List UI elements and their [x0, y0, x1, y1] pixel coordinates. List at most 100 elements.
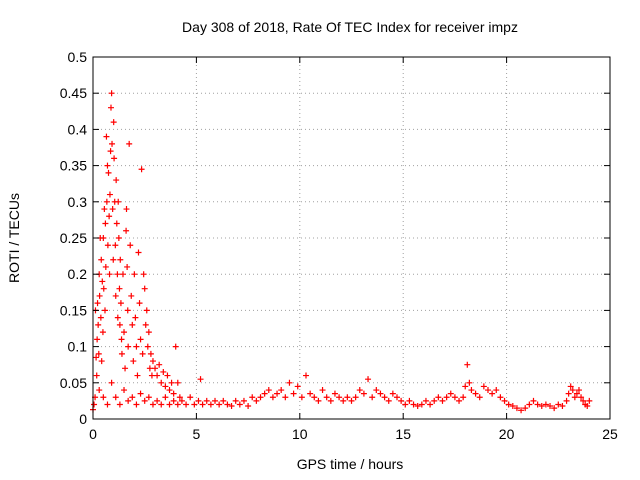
data-point	[443, 394, 450, 401]
data-point	[109, 206, 116, 213]
data-point	[100, 394, 107, 401]
data-point	[130, 358, 137, 365]
chart-title: Day 308 of 2018, Rate Of TEC Index for r…	[182, 19, 518, 35]
data-point	[274, 390, 281, 397]
data-point	[249, 394, 256, 401]
data-point	[115, 198, 122, 205]
data-point	[115, 235, 122, 241]
y-tick-label: 0.4	[68, 121, 88, 137]
data-point	[422, 397, 429, 404]
data-point	[114, 271, 121, 278]
data-point	[93, 372, 100, 379]
data-point	[460, 394, 467, 401]
data-point	[138, 166, 145, 173]
data-point	[542, 401, 549, 408]
data-point	[166, 401, 173, 408]
x-tick-label: 20	[499, 426, 515, 442]
data-point	[191, 401, 198, 408]
data-point	[129, 321, 136, 328]
data-point	[104, 242, 111, 249]
data-point	[94, 336, 101, 343]
data-point	[567, 383, 574, 390]
data-point	[118, 350, 125, 357]
data-point	[236, 401, 243, 408]
y-tick-label: 0.5	[68, 49, 88, 65]
data-point	[257, 394, 264, 401]
data-point	[101, 206, 108, 213]
data-point	[133, 401, 140, 408]
data-point	[95, 321, 102, 328]
data-point	[468, 387, 475, 394]
data-point	[365, 376, 372, 383]
data-point	[212, 397, 219, 404]
data-point	[451, 394, 458, 401]
data-point	[114, 314, 121, 321]
data-point	[104, 401, 111, 408]
data-point	[124, 307, 131, 314]
data-point	[107, 148, 114, 155]
data-point	[149, 401, 156, 408]
data-point	[290, 390, 297, 397]
data-point	[144, 343, 151, 350]
data-point	[141, 285, 148, 292]
data-point	[123, 227, 130, 234]
data-point	[112, 292, 119, 299]
data-point	[127, 242, 134, 249]
data-point	[149, 358, 156, 365]
data-point	[119, 271, 126, 278]
x-tick-label: 5	[193, 426, 201, 442]
data-point	[278, 387, 285, 394]
data-point	[348, 397, 355, 404]
data-point	[352, 394, 359, 401]
data-point	[168, 379, 175, 386]
data-point	[137, 336, 144, 343]
data-point	[139, 350, 146, 357]
data-point	[573, 390, 580, 397]
data-point	[327, 397, 334, 404]
data-point	[187, 394, 194, 401]
data-point	[103, 198, 110, 205]
data-point	[493, 387, 500, 394]
grid	[93, 57, 610, 419]
data-point	[166, 387, 173, 394]
data-point	[147, 350, 154, 357]
data-point	[245, 402, 252, 409]
data-point	[389, 390, 396, 397]
data-point	[174, 379, 181, 386]
data-point	[142, 321, 149, 328]
data-point	[111, 155, 118, 162]
data-point	[100, 235, 107, 241]
data-point	[154, 397, 161, 404]
data-point	[427, 401, 434, 408]
data-point	[261, 390, 268, 397]
data-point	[117, 300, 124, 307]
y-tick-label: 0.25	[60, 230, 87, 246]
data-point	[183, 401, 190, 408]
x-tick-label: 0	[89, 426, 97, 442]
data-point	[108, 379, 115, 386]
data-point	[203, 397, 210, 404]
data-point	[123, 206, 130, 213]
data-point	[104, 162, 111, 169]
data-point	[303, 372, 310, 379]
data-point	[121, 387, 128, 394]
data-point	[377, 390, 384, 397]
y-tick-label: 0.45	[60, 85, 87, 101]
data-point	[110, 119, 117, 126]
data-point	[91, 401, 98, 408]
data-point	[93, 354, 100, 361]
data-point	[116, 321, 123, 328]
data-point	[331, 390, 338, 397]
data-point	[174, 401, 181, 408]
data-point	[94, 300, 101, 307]
y-tick-label: 0.3	[68, 194, 88, 210]
y-axis-label: ROTI / TECUs	[6, 193, 22, 283]
data-point	[571, 394, 578, 401]
data-point	[99, 278, 106, 285]
data-point	[298, 394, 305, 401]
data-point	[116, 285, 123, 292]
data-point	[381, 394, 388, 401]
data-point	[98, 256, 105, 263]
data-point	[146, 365, 153, 372]
